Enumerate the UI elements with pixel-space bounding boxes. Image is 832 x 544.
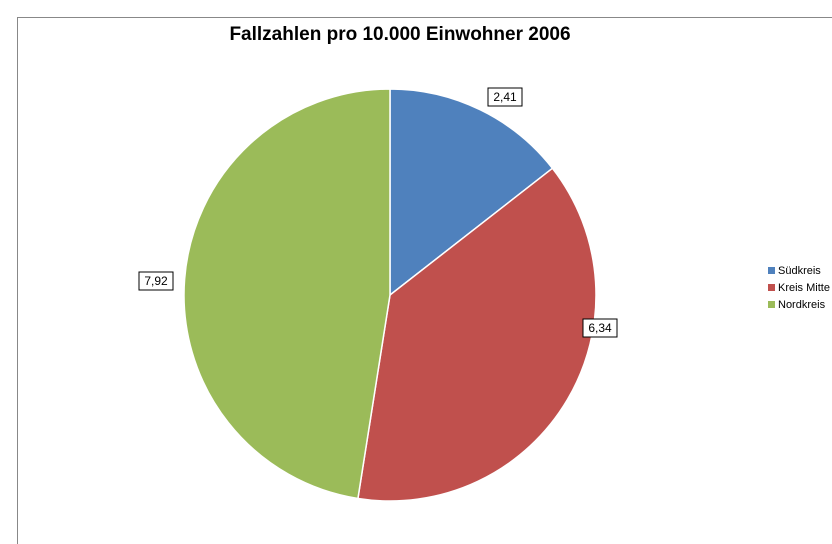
legend-swatch <box>768 267 775 274</box>
pie-slice <box>357 167 597 502</box>
chart-title: Fallzahlen pro 10.000 Einwohner 2006 <box>229 24 570 45</box>
data-label: 2,41 <box>493 90 517 104</box>
legend-swatch <box>768 284 775 291</box>
data-label-box <box>582 318 618 338</box>
legend-label: Kreis Mitte <box>778 282 830 294</box>
legend-label: Südkreis <box>778 265 821 277</box>
legend-swatch <box>768 301 775 308</box>
data-label: 6,34 <box>588 321 612 335</box>
legend-label: Nordkreis <box>778 299 826 311</box>
data-label: 7,92 <box>144 274 168 288</box>
data-label-box <box>138 271 174 291</box>
pie-slice <box>389 88 554 297</box>
data-label-box <box>487 87 523 107</box>
pie-slice <box>183 88 391 500</box>
